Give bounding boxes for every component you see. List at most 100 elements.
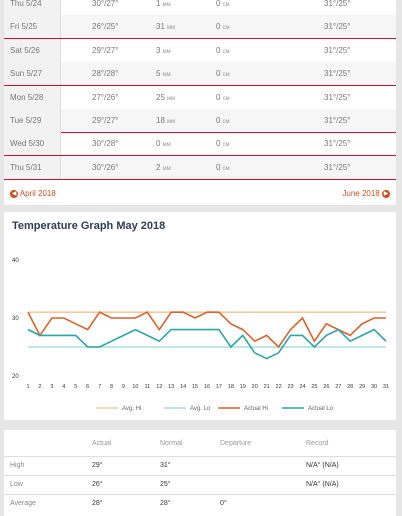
precip-unit: мм	[166, 25, 176, 32]
legend-label-actual-lo: Actual Lo	[308, 406, 334, 412]
day-precip: 25 мм	[156, 93, 175, 102]
header-record: Record	[306, 440, 329, 447]
x-tick-label: 1	[26, 384, 29, 390]
summary-normal: 28°	[160, 500, 171, 507]
precip-value: 3	[156, 45, 161, 55]
snow-value: 0	[216, 45, 221, 55]
summary-actual: 28°	[92, 500, 103, 507]
day-temps: 29°/27°	[92, 116, 119, 125]
x-tick-label: 2	[38, 384, 41, 390]
legend-label-actual-hi: Actual Hi	[244, 406, 268, 412]
day-record: 31°/25°	[324, 116, 351, 125]
day-precip: 18 мм	[156, 116, 175, 125]
x-tick-label: 31	[383, 384, 389, 390]
precip-value: 0	[156, 139, 161, 149]
arrow-left-circle-icon: ◀	[10, 189, 18, 198]
x-tick-label: 26	[323, 384, 329, 390]
series-line-actual-hi	[27, 311, 386, 349]
day-row: Thu 5/24 30°/27° 1 мм 0 см 31°/25°	[4, 0, 396, 16]
summary-label: Low	[10, 481, 23, 488]
day-record: 31°/25°	[324, 162, 351, 172]
prev-month-label: April 2018	[19, 189, 56, 198]
header-actual: Actual	[92, 440, 112, 447]
x-tick-label: 28	[347, 384, 353, 390]
day-temps: 30°/27°	[92, 0, 119, 8]
day-row: Thu 5/31 30°/26° 2 мм 0 см 31°/25°	[4, 155, 396, 180]
x-tick-label: 10	[132, 384, 138, 390]
x-tick-label: 30	[371, 384, 377, 390]
day-temps: 28°/28°	[92, 69, 119, 79]
x-tick-label: 5	[74, 384, 77, 390]
day-temps: 30°/28°	[92, 139, 119, 149]
x-tick-label: 27	[335, 384, 341, 390]
next-month-label: June 2018	[342, 189, 380, 198]
summary-row: Average 28° 28° 0°	[4, 494, 396, 513]
month-navigation: ◀ April 2018 June 2018 ▶	[4, 183, 396, 203]
next-month-link[interactable]: June 2018 ▶	[342, 189, 390, 198]
day-snow: 0 см	[216, 22, 230, 31]
snow-value: 0	[216, 69, 221, 79]
summary-label: High	[10, 462, 25, 469]
header-departure: Departure	[220, 440, 252, 447]
day-date: Thu 5/24	[4, 0, 61, 15]
x-tick-label: 23	[287, 384, 293, 390]
day-row: Wed 5/30 30°/28° 0 мм 0 см 31°/25°	[4, 132, 396, 157]
summary-row: High 29° 31° N/A° (N/A)	[4, 456, 396, 475]
day-precip: 0 мм	[156, 139, 171, 148]
y-tick-label: 20	[12, 374, 19, 380]
x-tick-label: 20	[252, 384, 258, 390]
day-snow: 0 см	[216, 116, 230, 125]
day-precip: 1 мм	[156, 0, 171, 8]
day-date: Sat 5/26	[4, 38, 61, 62]
x-tick-label: 19	[240, 384, 246, 390]
precip-unit: мм	[166, 119, 176, 125]
graph-title: Temperature Graph May 2018	[12, 220, 166, 232]
day-snow: 0 см	[216, 93, 230, 102]
day-record: 31°/25°	[324, 45, 351, 55]
snow-value: 0	[216, 92, 221, 102]
x-tick-label: 12	[156, 384, 162, 390]
x-tick-label: 18	[228, 384, 234, 390]
snow-unit: см	[222, 72, 230, 79]
day-precip: 5 мм	[156, 69, 171, 78]
x-tick-label: 17	[216, 384, 222, 390]
day-record: 31°/25°	[324, 22, 351, 32]
precip-value: 31	[156, 22, 165, 32]
day-date: Fri 5/25	[4, 15, 61, 39]
snow-unit: см	[222, 119, 230, 125]
day-snow: 0 см	[216, 139, 230, 148]
day-row: Sun 5/27 28°/28° 5 мм 0 см 31°/25°	[4, 62, 396, 87]
x-tick-label: 8	[110, 384, 113, 390]
precip-value: 1	[156, 0, 161, 8]
summary-normal: 25°	[160, 481, 171, 488]
x-tick-label: 25	[311, 384, 317, 390]
precip-value: 25	[156, 92, 165, 102]
daily-history-table: Thu 5/24 30°/27° 1 мм 0 см 31°/25° Fri 5/25 26°/…	[4, 0, 396, 205]
summary-normal: 31°	[160, 462, 171, 469]
prev-month-link[interactable]: ◀ April 2018	[10, 189, 56, 198]
summary-departure: 0°	[220, 500, 227, 507]
day-temps: 29°/27°	[92, 45, 119, 55]
x-tick-label: 16	[204, 384, 210, 390]
precip-value: 5	[156, 69, 161, 79]
snow-value: 0	[216, 0, 221, 8]
x-tick-label: 4	[62, 384, 65, 390]
snow-value: 0	[216, 162, 221, 172]
x-tick-label: 3	[50, 384, 53, 390]
x-tick-label: 21	[264, 384, 270, 390]
x-tick-label: 14	[180, 384, 186, 390]
snow-value: 0	[216, 22, 221, 32]
y-tick-label: 30	[12, 316, 19, 322]
precip-unit: мм	[162, 165, 171, 172]
precip-value: 18	[156, 116, 165, 125]
series-line-actual-lo	[27, 328, 387, 360]
day-temps: 30°/26°	[92, 162, 119, 172]
monthly-summary-table: Actual Normal Departure Record High 29° 31…	[4, 430, 396, 516]
precip-unit: мм	[162, 72, 171, 79]
snow-value: 0	[216, 139, 221, 149]
day-record: 31°/25°	[324, 69, 351, 79]
day-snow: 0 см	[216, 46, 230, 55]
precip-unit: мм	[166, 95, 176, 102]
day-date: Tue 5/29	[4, 109, 61, 132]
